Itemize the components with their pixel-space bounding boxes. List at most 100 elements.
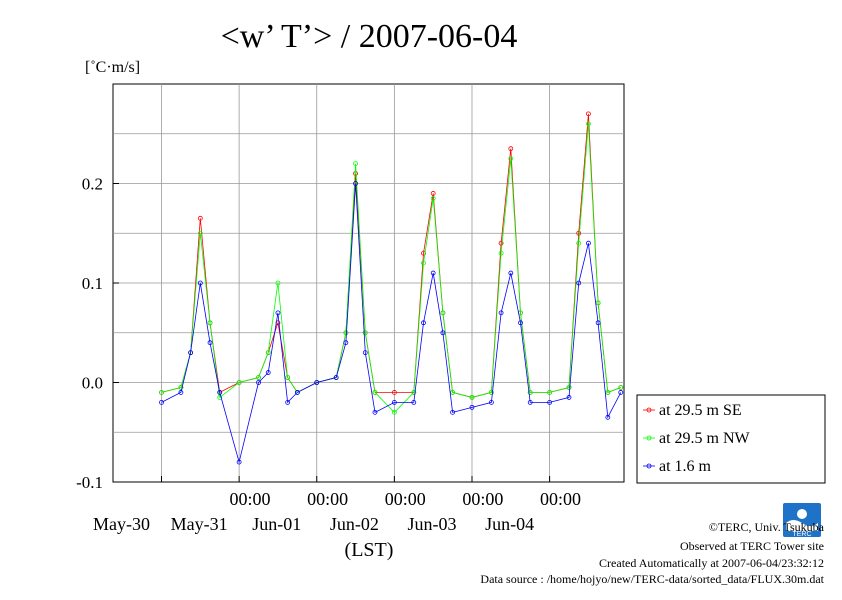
data-point (421, 250, 426, 256)
y-tick-label: 0.1 (82, 274, 103, 293)
x-time-label: 00:00 (307, 489, 348, 509)
legend-label-0: at 29.5 m SE (659, 402, 742, 419)
series-line-2 (161, 183, 622, 464)
data-point (275, 280, 281, 286)
data-point (159, 399, 164, 405)
data-point (440, 330, 446, 336)
data-point (576, 240, 582, 246)
y-ticks: 0.2 0.1 0.0 -0.1 (76, 175, 119, 492)
logo-text: TERC (792, 531, 811, 538)
data-point (343, 330, 349, 336)
data-point (236, 380, 242, 385)
data-point (595, 300, 601, 306)
data-point (605, 414, 611, 420)
data-point (353, 181, 358, 186)
data-point (566, 385, 572, 390)
data-point (586, 240, 591, 246)
y-tick-label: 0.2 (82, 175, 103, 194)
data-point (343, 340, 349, 346)
legend: at 29.5 m SE at 29.5 m NW at 1.6 m (636, 394, 826, 484)
logo-drop-icon (797, 509, 807, 519)
data-point (508, 146, 514, 152)
x-date-label: Jun-04 (485, 514, 534, 534)
observed-text: Observed at TERC Tower site (680, 539, 824, 553)
data-point (353, 171, 358, 176)
data-point (411, 390, 417, 395)
data-point (314, 380, 320, 385)
grid (113, 84, 624, 482)
data-point (275, 310, 281, 316)
data-point (618, 385, 624, 390)
data-point (197, 280, 203, 286)
data-point (391, 390, 397, 395)
data-point (207, 340, 213, 346)
data-point (576, 230, 582, 236)
data-point (236, 459, 242, 465)
data-point (566, 395, 572, 400)
data-point (450, 409, 455, 415)
data-point (207, 320, 213, 326)
data-point (411, 399, 417, 405)
data-point (372, 390, 378, 395)
data-point (618, 390, 624, 395)
data-point (508, 156, 514, 162)
data-point (586, 111, 591, 117)
data-point (430, 196, 436, 201)
data-point (391, 399, 397, 405)
legend-marker-1 (646, 435, 652, 441)
data-point (421, 320, 426, 326)
x-time-label: 00:00 (230, 489, 271, 509)
data-point (285, 399, 291, 405)
data-point (362, 330, 368, 336)
data-point (178, 390, 184, 395)
x-time-label: 00:00 (540, 489, 581, 509)
data-point (256, 375, 261, 380)
copyright-text: ©TERC, Univ. Tsukuba (709, 520, 825, 534)
y-tick-label: 0.0 (82, 374, 103, 393)
data-point (527, 390, 533, 395)
data-point (450, 390, 455, 395)
logo-wave-icon (786, 520, 818, 531)
data-point (217, 390, 223, 395)
data-point (586, 121, 591, 127)
legend-label-1: at 29.5 m NW (659, 430, 751, 447)
series-group (159, 111, 624, 465)
created-text: Created Automatically at 2007-06-04/23:3… (599, 556, 824, 570)
data-point (498, 250, 504, 256)
data-point (265, 370, 271, 375)
data-point (430, 191, 436, 196)
legend-marker-0 (646, 407, 652, 413)
data-point (469, 395, 475, 400)
data-point (197, 230, 203, 236)
data-point (217, 395, 223, 400)
data-point (605, 390, 611, 395)
legend-marker-2 (646, 463, 652, 469)
data-point (265, 350, 271, 356)
y-axis-label: [˚C·m/s] (85, 59, 140, 76)
legend-label-2: at 1.6 m (659, 458, 712, 475)
data-point (285, 375, 291, 380)
data-point (178, 385, 184, 390)
data-point (547, 399, 553, 405)
data-point (391, 409, 397, 415)
data-point (256, 380, 261, 385)
data-point (498, 240, 504, 246)
data-point (353, 161, 358, 167)
data-point (498, 310, 504, 316)
data-point (430, 270, 436, 276)
data-point (372, 409, 378, 415)
x-date-label: May-31 (171, 514, 228, 534)
x-date-label: May-30 (93, 514, 150, 534)
source-text: Data source : /home/hojyo/new/TERC-data/… (480, 572, 824, 586)
x-date-label: Jun-01 (252, 514, 301, 534)
x-ticks: 00:00 00:00 00:00 00:00 00:00 May-30 May-31 Jun… (93, 476, 581, 534)
x-date-label: Jun-02 (330, 514, 379, 534)
legend-box (636, 394, 826, 484)
data-point (518, 320, 523, 326)
data-point (333, 375, 339, 380)
data-point (527, 399, 533, 405)
x-date-label: Jun-03 (407, 514, 456, 534)
data-point (576, 280, 582, 286)
data-point (159, 390, 164, 395)
